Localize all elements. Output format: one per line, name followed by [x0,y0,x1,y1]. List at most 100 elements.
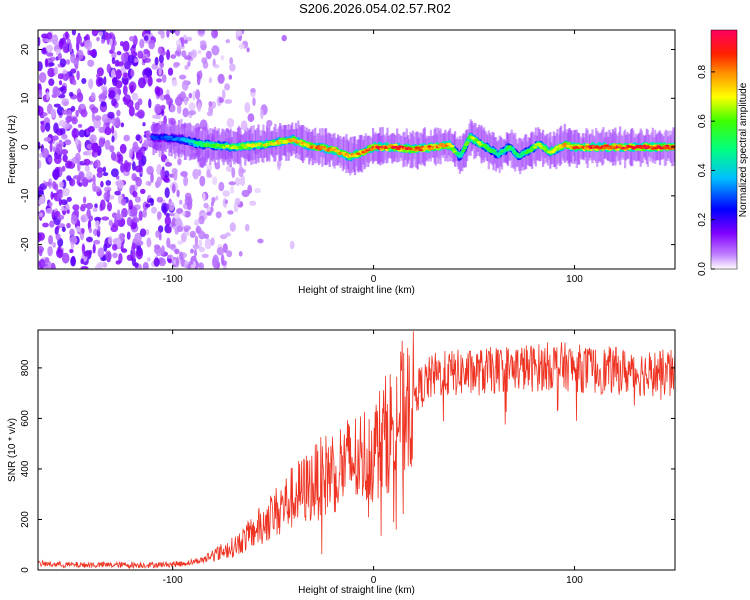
noise-blob [148,39,155,50]
noise-blob [87,149,92,156]
noise-blob [48,62,55,67]
noise-blob [86,236,93,243]
noise-blob [111,135,115,143]
noise-blob [75,109,79,118]
noise-blob [106,33,110,45]
noise-blob [201,253,209,258]
noise-blob [115,260,121,265]
noise-blob [90,143,99,152]
noise-blob [100,180,104,188]
noise-blob [56,248,64,258]
noise-blob [88,227,93,234]
noise-blob [230,186,235,194]
noise-blob [238,251,243,257]
noise-blob [61,226,66,233]
noise-blob [131,92,139,101]
ridge-cell [672,147,675,150]
ridge-cell [461,149,466,153]
y-axis-label: SNR (10 * v/v) [7,418,18,482]
noise-blob [184,55,192,60]
ridge-cell [507,145,512,148]
noise-blob [49,142,53,153]
x-tick-label: -100 [163,575,183,586]
noise-blob [134,196,141,203]
noise-blob [252,97,256,106]
noise-blob [181,37,185,48]
noise-blob [119,143,127,154]
noise-blob [46,52,54,57]
noise-blob [177,158,182,166]
noise-blob [115,69,122,80]
ridge-cell [181,137,186,140]
colorbar-tick-label: 0.4 [697,163,708,177]
noise-blob [69,248,74,254]
noise-blob [135,134,141,141]
noise-blob [110,151,117,161]
noise-blob [169,104,176,113]
ridge-cell [416,146,421,150]
noise-blob [82,196,87,204]
noise-blob [84,165,90,172]
colorbar-axes: 0.0 0.2 0.4 0.6 0.8 Normalized spectral ampli… [697,64,749,275]
noise-blob [48,201,53,207]
noise-blob [52,169,60,180]
noise-blob [110,225,118,233]
noise-blob [83,158,91,166]
noise-blob [124,61,131,70]
noise-blob [211,257,218,268]
noise-blob [97,150,101,157]
noise-blob [116,238,122,249]
noise-blob [129,36,135,42]
noise-blob [57,73,64,80]
noise-blob [94,159,101,169]
noise-blob [64,139,72,146]
noise-blob [139,38,145,49]
noise-blob [62,154,68,162]
noise-blob [231,167,236,179]
noise-blob [47,246,53,257]
noise-blob [158,54,164,64]
spectrogram-frame [37,29,676,270]
noise-blob [155,230,160,238]
noise-blob [192,168,200,180]
noise-blob [150,172,154,183]
noise-blob [114,219,118,227]
y-tick-label: 0 [20,144,31,150]
noise-blob [38,199,43,205]
noise-blob [100,199,106,211]
ridge-cell [413,148,418,152]
noise-blob [247,184,253,194]
noise-blob [62,187,70,197]
noise-blob [156,211,162,220]
noise-blob [62,69,68,75]
noise-blob [176,225,184,233]
noise-blob [211,30,218,39]
noise-blob [160,32,165,39]
ridge-cell [528,149,534,152]
ridge-cell [510,147,515,150]
x-tick-label: 100 [566,274,583,285]
noise-blob [168,201,175,212]
noise-blob [173,62,179,69]
x-tick-label: -100 [163,274,183,285]
noise-blob [156,196,164,203]
noise-blob [71,116,78,125]
noise-blob [147,68,153,77]
x-tick-label: 0 [371,575,377,586]
noise-blob [194,219,200,226]
noise-blob [229,222,236,232]
noise-blob [60,206,65,211]
noise-blob [184,64,189,70]
noise-blob [164,187,170,199]
noise-blob [224,83,231,91]
noise-blob [71,30,76,36]
noise-blob [238,177,245,185]
noise-blob [225,165,234,172]
noise-blob [92,207,98,213]
noise-blob [134,176,140,182]
noise-blob [78,182,83,187]
noise-blob [80,203,88,209]
noise-blob [92,243,96,254]
noise-blob [91,111,95,122]
noise-blob [158,257,166,267]
